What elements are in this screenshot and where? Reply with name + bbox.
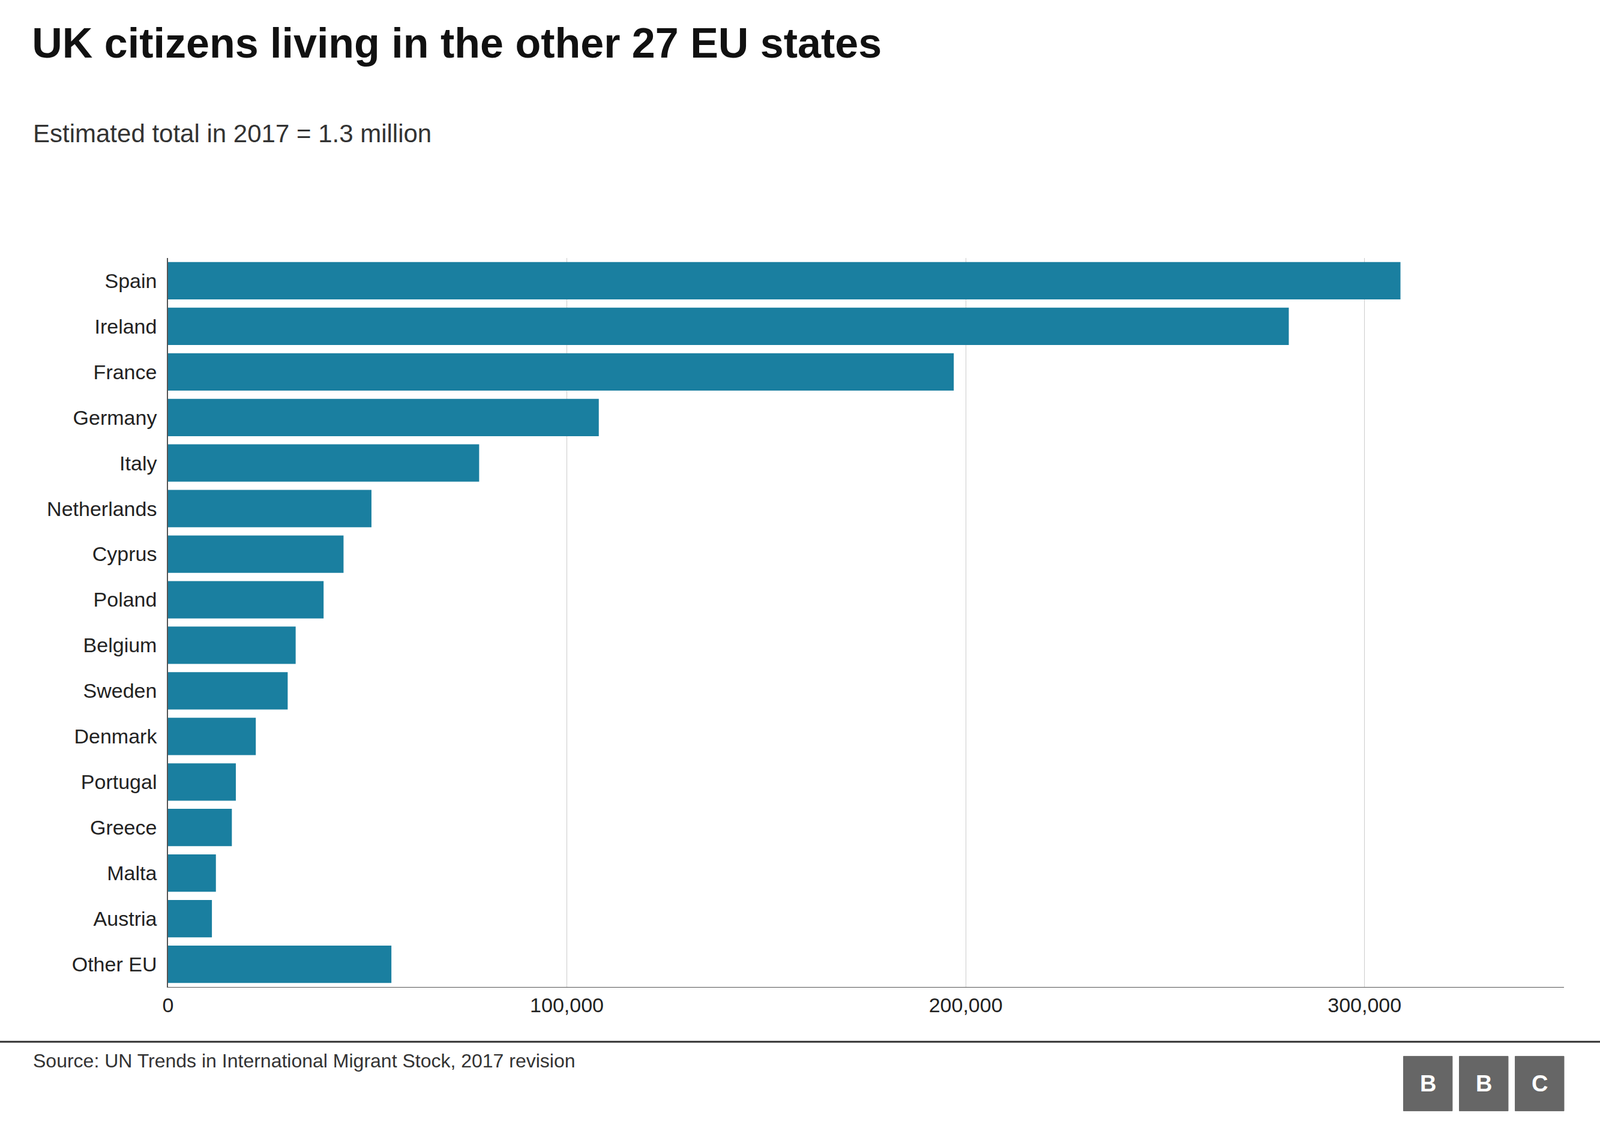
- svg-text:Malta: Malta: [106, 861, 157, 885]
- svg-text:300,000: 300,000: [1327, 993, 1402, 1017]
- svg-text:Spain: Spain: [104, 269, 157, 293]
- svg-text:C: C: [1531, 1071, 1548, 1097]
- svg-text:100,000: 100,000: [529, 993, 604, 1017]
- svg-text:0: 0: [162, 993, 175, 1017]
- svg-text:Sweden: Sweden: [83, 679, 158, 703]
- svg-text:Denmark: Denmark: [74, 724, 158, 748]
- svg-text:Poland: Poland: [93, 588, 158, 611]
- svg-text:B: B: [1475, 1071, 1492, 1097]
- svg-text:Greece: Greece: [90, 816, 158, 840]
- svg-text:France: France: [93, 360, 158, 384]
- svg-text:UK citizens living in the othe: UK citizens living in the other 27 EU st…: [31, 19, 882, 67]
- svg-text:Estimated total in 2017 = 1.3: Estimated total in 2017 = 1.3 million: [33, 119, 432, 148]
- svg-text:Netherlands: Netherlands: [46, 497, 157, 521]
- svg-text:Austria: Austria: [93, 907, 158, 931]
- svg-text:B: B: [1419, 1071, 1437, 1097]
- svg-text:Ireland: Ireland: [94, 315, 157, 338]
- svg-text:Germany: Germany: [73, 406, 158, 430]
- svg-text:Cyprus: Cyprus: [92, 542, 158, 566]
- svg-text:Italy: Italy: [119, 451, 157, 475]
- svg-text:Belgium: Belgium: [83, 633, 158, 657]
- svg-text:200,000: 200,000: [929, 993, 1003, 1017]
- svg-text:Source: UN Trends in Internati: Source: UN Trends in International Migra…: [33, 1050, 576, 1072]
- svg-text:Other EU: Other EU: [72, 953, 158, 976]
- svg-text:Portugal: Portugal: [81, 770, 158, 794]
